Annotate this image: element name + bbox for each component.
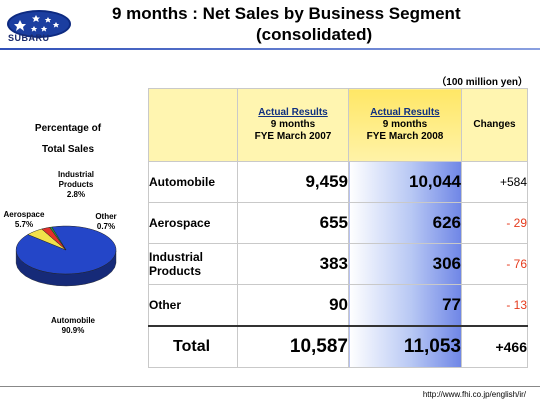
brand-name: SUBARU	[8, 33, 50, 43]
pie-label-other-pct: 0.7%	[96, 222, 116, 231]
table-header-fy2007: Actual Results 9 months FYE March 2007	[237, 88, 349, 162]
row-label-line1: Industrial	[149, 250, 204, 264]
pie-label-aerospace-pct: 5.7%	[14, 220, 34, 229]
total-change: +466	[461, 325, 528, 368]
table-total-row: Total 10,587 11,053 +466	[148, 325, 528, 368]
pie-slice-other	[49, 226, 67, 251]
table-row: Automobile 9,459 10,044 +584	[148, 161, 528, 203]
pie-label-aerospace-text: Aerospace	[3, 210, 45, 219]
row-label: Automobile	[148, 161, 238, 203]
cell-fy2007: 9,459	[237, 161, 349, 203]
row-label-line2: Products	[149, 264, 202, 278]
cell-fy2007: 90	[237, 284, 349, 327]
table-header-corner	[148, 88, 238, 162]
row-label: Aerospace	[148, 202, 238, 244]
pie-slice-automobile	[15, 225, 117, 275]
total-label: Total	[148, 325, 238, 368]
table-row: Industrial Products 383 306 - 76	[148, 243, 528, 285]
header-fy2007-line1: Actual Results	[258, 107, 328, 118]
pie-label-industrial-text2: Products	[58, 180, 94, 189]
pie-label-other-text: Other	[95, 212, 117, 221]
cell-change: - 29	[461, 202, 528, 244]
pie-label-other: Other 0.7%	[86, 212, 126, 232]
header-divider	[0, 48, 540, 50]
table-row: Aerospace 655 626 - 29	[148, 202, 528, 244]
pie-label-automobile-pct: 90.9%	[61, 326, 85, 335]
header-fy2008-line1: Actual Results	[370, 107, 440, 118]
header-fy2008-line3: FYE March 2008	[366, 131, 444, 142]
header-fy2007-line2: 9 months	[270, 119, 316, 130]
header-fy2008-line2: 9 months	[382, 119, 428, 130]
footer-url: http://www.fhi.co.jp/english/ir/	[422, 390, 526, 399]
cell-fy2008: 626	[348, 202, 462, 244]
row-label: Other	[148, 284, 238, 327]
sales-table: Actual Results 9 months FYE March 2007 A…	[148, 88, 528, 368]
pie-title: Percentage of Total Sales	[18, 118, 118, 160]
pie-title-line1: Percentage of	[34, 123, 102, 134]
pie-label-aerospace: Aerospace 5.7%	[2, 210, 46, 230]
page-subtitle: (consolidated)	[256, 25, 373, 44]
table-header-row: Actual Results 9 months FYE March 2007 A…	[148, 88, 528, 162]
total-fy2007: 10,587	[237, 325, 349, 368]
pie-title-line2: Total Sales	[41, 144, 95, 155]
cell-fy2008: 306	[348, 243, 462, 285]
subaru-logo-icon	[7, 10, 71, 38]
table-row: Other 90 77 - 13	[148, 284, 528, 327]
pie-chart	[15, 225, 117, 287]
pie-label-automobile-text: Automobile	[51, 316, 95, 325]
header: SUBARU 9 months : Net Sales by Business …	[0, 0, 540, 48]
cell-fy2008: 10,044	[348, 161, 462, 203]
cell-change: - 76	[461, 243, 528, 285]
cell-change: +584	[461, 161, 528, 203]
table-header-fy2008: Actual Results 9 months FYE March 2008	[348, 88, 462, 162]
row-label: Industrial Products	[148, 243, 238, 285]
cell-fy2007: 655	[237, 202, 349, 244]
header-fy2007-line3: FYE March 2007	[254, 131, 332, 142]
page-title: 9 months : Net Sales by Business Segment	[112, 4, 461, 23]
pie-label-automobile: Automobile 90.9%	[38, 316, 108, 336]
table-header-changes: Changes	[461, 88, 528, 162]
footer-divider	[0, 386, 540, 387]
cell-fy2007: 383	[237, 243, 349, 285]
pie-label-industrial-pct: 2.8%	[66, 190, 86, 199]
pie-label-industrial: Industrial Products 2.8%	[46, 170, 106, 200]
cell-change: - 13	[461, 284, 528, 327]
total-fy2008: 11,053	[348, 325, 462, 368]
unit-label: （100 million yen）	[436, 77, 528, 88]
cell-fy2008: 77	[348, 284, 462, 327]
pie-label-industrial-text: Industrial	[57, 170, 94, 179]
